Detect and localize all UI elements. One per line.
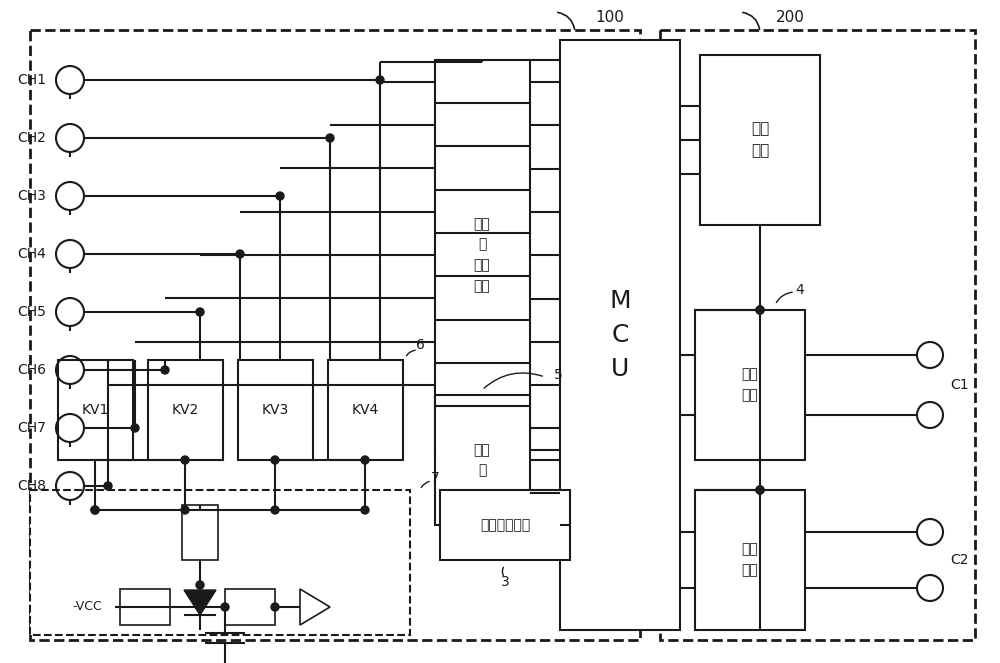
Text: CH4: CH4 <box>18 247 46 261</box>
Text: CH2: CH2 <box>18 131 46 145</box>
Bar <box>435 395 530 525</box>
Text: 3: 3 <box>501 575 509 589</box>
Text: CH3: CH3 <box>18 189 46 203</box>
Text: 地址编码电路: 地址编码电路 <box>480 518 530 532</box>
Text: 200: 200 <box>776 11 804 25</box>
Circle shape <box>181 506 189 514</box>
Text: CH7: CH7 <box>18 421 46 435</box>
Circle shape <box>276 192 284 200</box>
Text: CH1: CH1 <box>18 73 46 87</box>
Text: C2: C2 <box>950 553 968 567</box>
Text: -VCC: -VCC <box>72 601 102 613</box>
Circle shape <box>271 603 279 611</box>
Text: 积分
及
放大
电路: 积分 及 放大 电路 <box>474 217 490 293</box>
Circle shape <box>361 456 369 464</box>
Text: M
C
U: M C U <box>609 290 631 381</box>
Text: 6: 6 <box>416 338 424 352</box>
Circle shape <box>236 250 244 258</box>
Bar <box>328 360 403 460</box>
Bar <box>440 490 570 560</box>
Bar <box>695 310 805 460</box>
Circle shape <box>221 603 229 611</box>
Bar <box>30 490 410 635</box>
Circle shape <box>361 506 369 514</box>
Bar <box>660 30 975 640</box>
Circle shape <box>161 366 169 374</box>
Text: 通信
解码: 通信 解码 <box>751 121 769 158</box>
Text: C1: C1 <box>950 378 969 392</box>
Text: 100: 100 <box>596 11 624 25</box>
Polygon shape <box>300 589 330 625</box>
Text: KV1: KV1 <box>81 403 109 417</box>
Circle shape <box>104 482 112 490</box>
Bar <box>182 505 218 560</box>
Circle shape <box>271 456 279 464</box>
Bar <box>58 360 133 460</box>
Text: CH5: CH5 <box>18 305 46 319</box>
Text: 5: 5 <box>554 368 562 382</box>
Circle shape <box>181 456 189 464</box>
Bar <box>148 360 223 460</box>
Text: 驱动
器: 驱动 器 <box>474 444 490 477</box>
Bar <box>30 30 640 640</box>
Text: CH6: CH6 <box>18 363 46 377</box>
Text: KV3: KV3 <box>261 403 289 417</box>
Circle shape <box>91 506 99 514</box>
Bar <box>225 589 275 625</box>
Bar <box>435 60 530 450</box>
Circle shape <box>196 581 204 589</box>
Bar <box>700 55 820 225</box>
Bar <box>120 589 170 625</box>
Text: KV4: KV4 <box>351 403 379 417</box>
Circle shape <box>756 306 764 314</box>
Circle shape <box>756 486 764 494</box>
Bar <box>560 40 680 630</box>
Text: 总线
接口: 总线 接口 <box>742 543 758 577</box>
Bar <box>238 360 313 460</box>
Circle shape <box>91 506 99 514</box>
Circle shape <box>756 306 764 314</box>
Text: 4: 4 <box>796 283 804 297</box>
Text: CH8: CH8 <box>18 479 46 493</box>
Circle shape <box>326 134 334 142</box>
Bar <box>695 490 805 630</box>
Circle shape <box>756 486 764 494</box>
Circle shape <box>196 603 204 611</box>
Circle shape <box>196 308 204 316</box>
Text: 总线
接口: 总线 接口 <box>742 368 758 402</box>
Text: KV2: KV2 <box>171 403 199 417</box>
Circle shape <box>376 76 384 84</box>
Circle shape <box>271 506 279 514</box>
Text: 7: 7 <box>431 471 439 485</box>
Polygon shape <box>184 590 216 615</box>
Circle shape <box>131 424 139 432</box>
